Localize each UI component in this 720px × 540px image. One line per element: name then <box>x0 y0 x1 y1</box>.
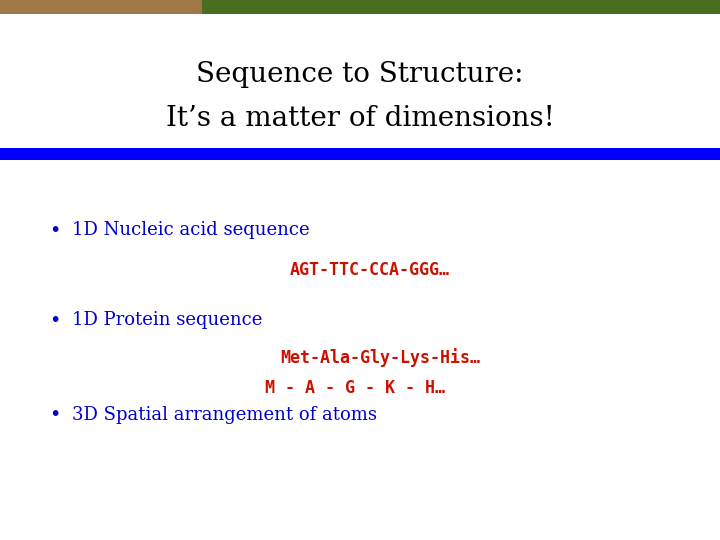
Bar <box>0 148 720 160</box>
Text: 1D Nucleic acid sequence: 1D Nucleic acid sequence <box>72 221 310 239</box>
Text: •: • <box>49 310 60 329</box>
Text: AGT-TTC-CCA-GGG…: AGT-TTC-CCA-GGG… <box>290 261 450 279</box>
Text: •: • <box>49 406 60 424</box>
Text: •: • <box>49 220 60 240</box>
Bar <box>0 0 202 14</box>
Bar <box>202 0 720 14</box>
Text: Sequence to Structure:: Sequence to Structure: <box>197 62 523 89</box>
Text: 1D Protein sequence: 1D Protein sequence <box>72 311 262 329</box>
Text: It’s a matter of dimensions!: It’s a matter of dimensions! <box>166 105 554 132</box>
Text: M - A - G - K - H…: M - A - G - K - H… <box>265 379 445 397</box>
Text: 3D Spatial arrangement of atoms: 3D Spatial arrangement of atoms <box>72 406 377 424</box>
Text: Met-Ala-Gly-Lys-His…: Met-Ala-Gly-Lys-His… <box>280 348 480 368</box>
